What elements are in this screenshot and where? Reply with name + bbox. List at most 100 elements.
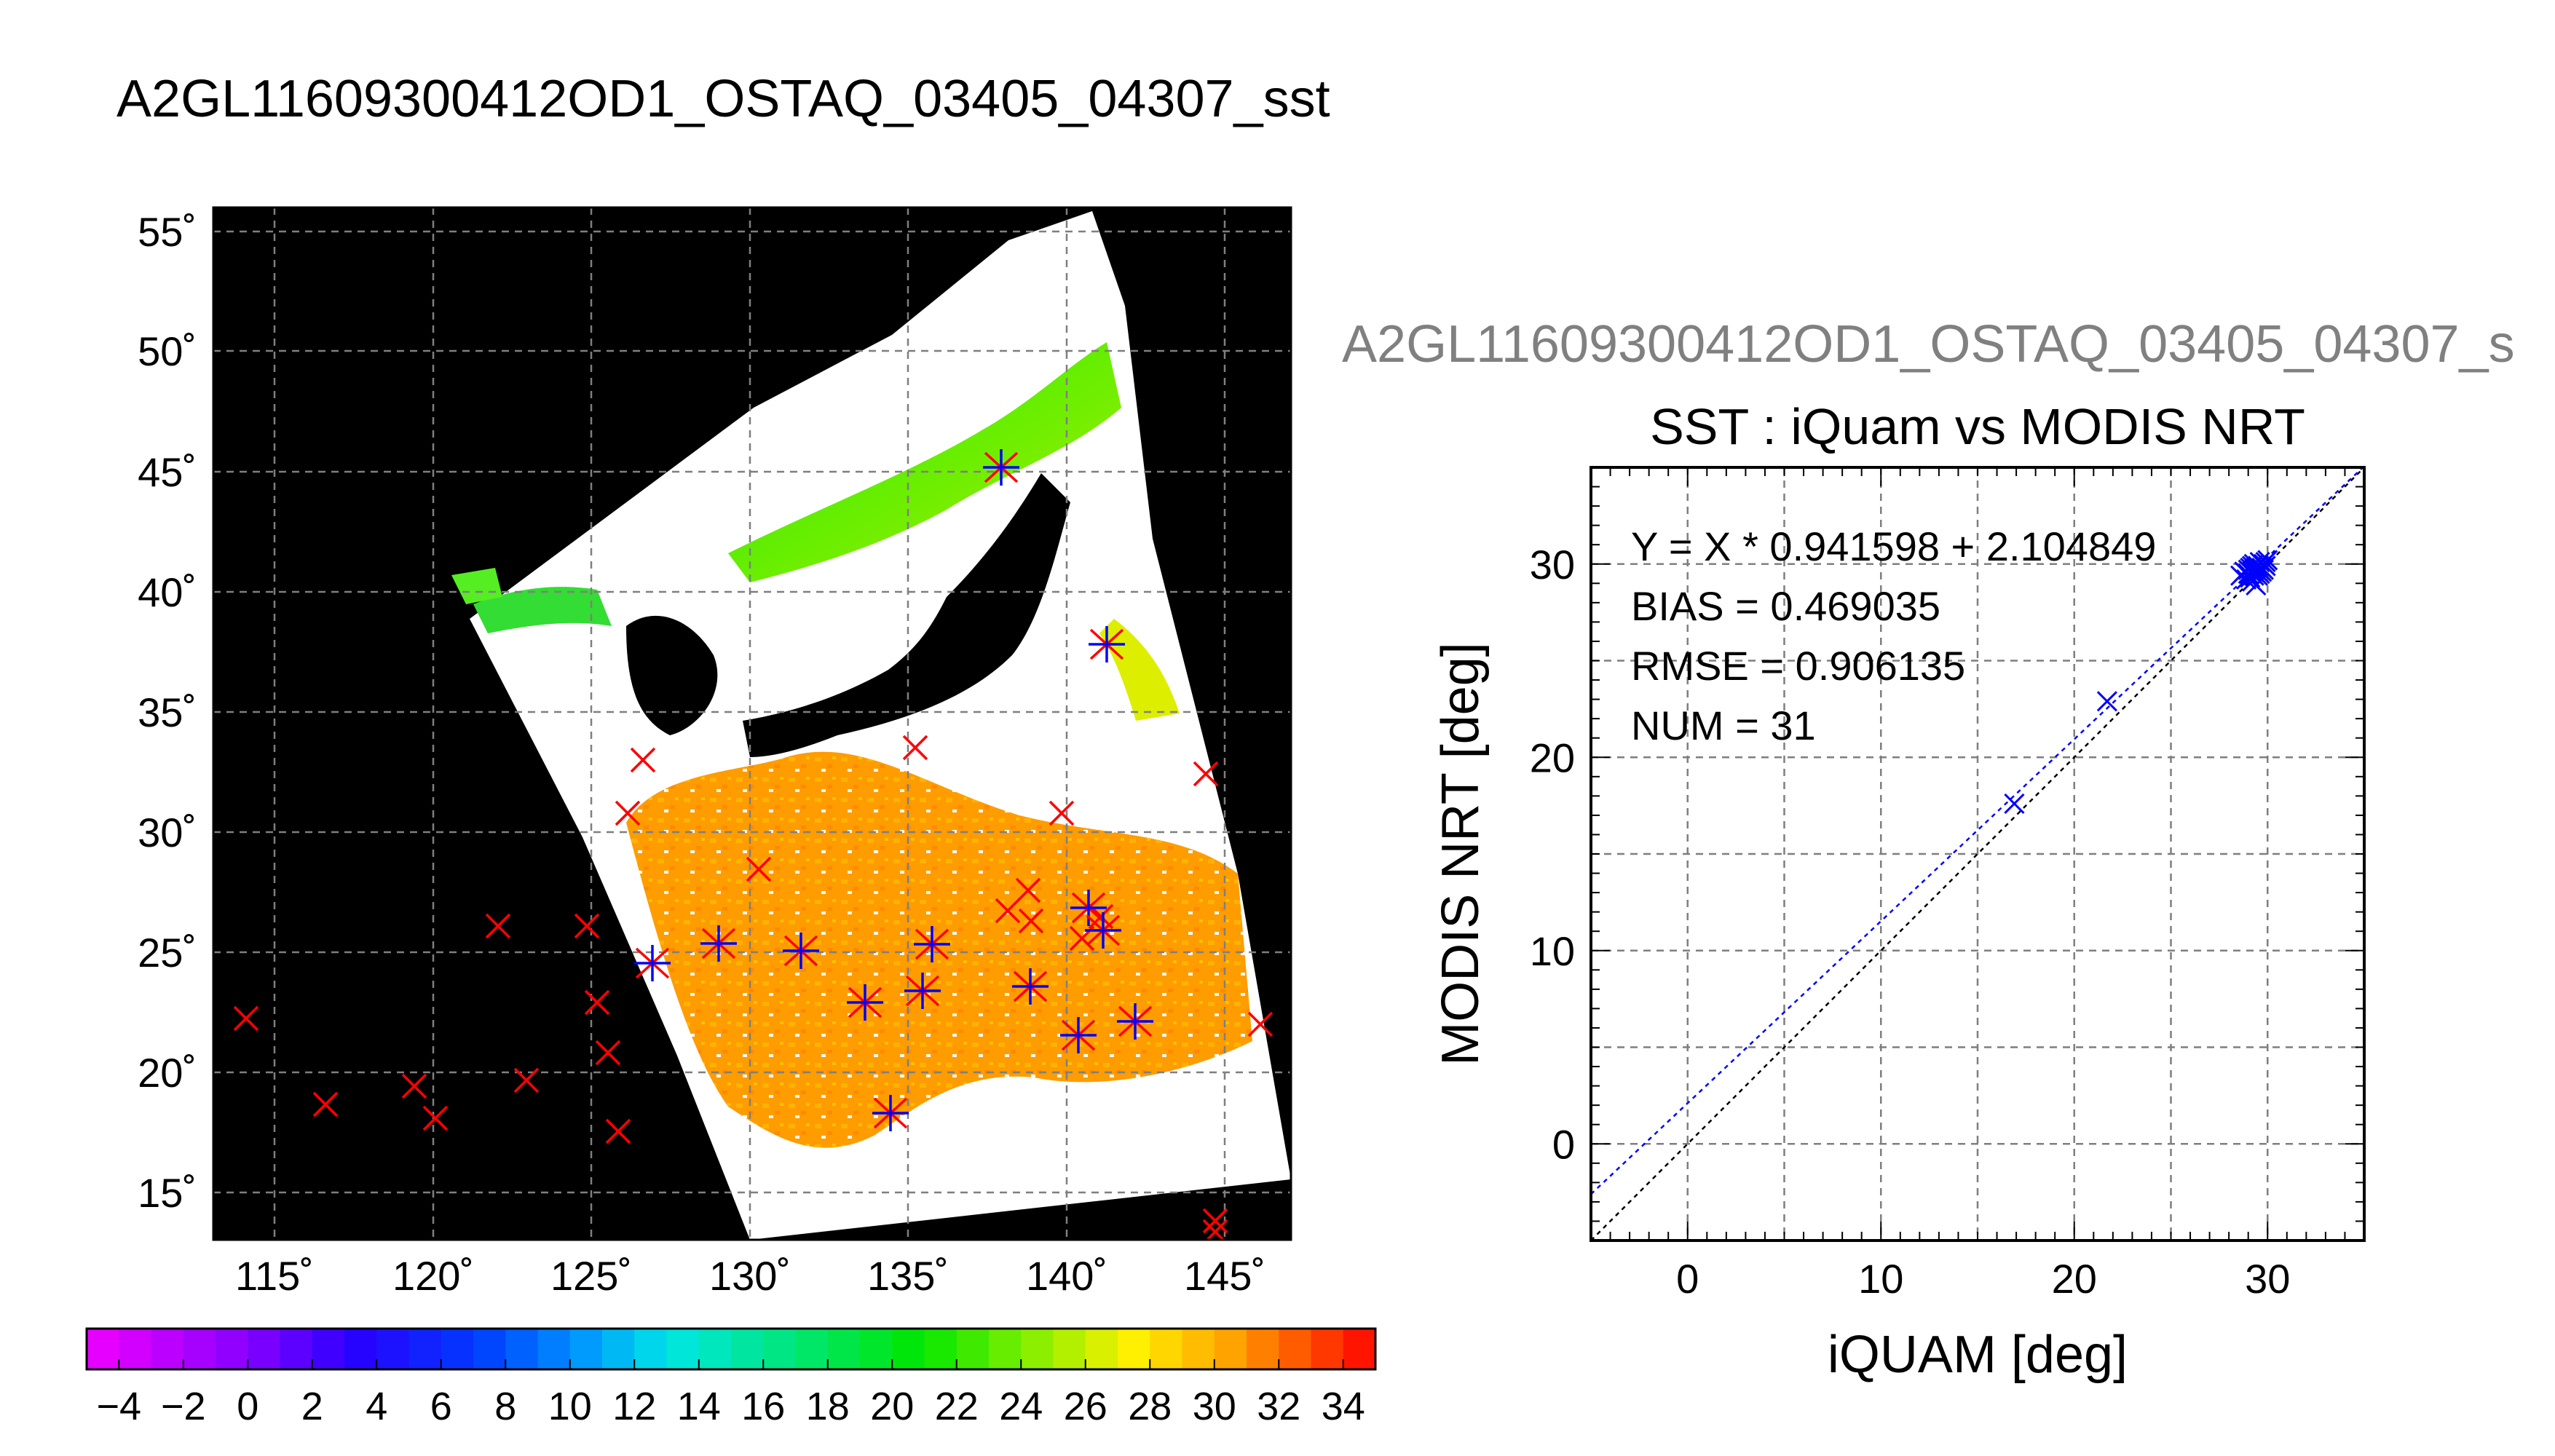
in-situ-marker [746, 856, 772, 882]
colorbar-tick-label: 10 [548, 1385, 592, 1428]
in-situ-marker [485, 913, 511, 939]
y-tick-labels: 0 10 20 30 [1530, 542, 1575, 1168]
colorbar-cell [1343, 1329, 1376, 1369]
num-value: NUM = 31 [1631, 703, 1816, 748]
matchup-marker [983, 449, 1019, 486]
stats-annotations: Y = X * 0.941598 + 2.104849 BIAS = 0.469… [1631, 523, 2156, 748]
scatter-title: SST : iQuam vs MODIS NRT [1650, 398, 2305, 455]
x-tick-label: 20 [2052, 1256, 2097, 1302]
colorbar-cell [634, 1329, 668, 1369]
matchup-marker [847, 984, 883, 1021]
lat-tick-label: 25˚ [138, 930, 197, 976]
lat-tick-label: 30˚ [138, 810, 197, 855]
colorbar-tick-label: 2 [301, 1385, 323, 1428]
colorbar-tick-label: 4 [366, 1385, 387, 1428]
matchup-marker [634, 945, 671, 981]
rmse-value: RMSE = 0.906135 [1631, 643, 1965, 689]
colorbar-cell [1085, 1329, 1118, 1369]
in-situ-marker [902, 735, 928, 761]
scatter-point [2096, 691, 2117, 712]
x-tick-label: 30 [2245, 1256, 2290, 1302]
colorbar-cell [924, 1329, 957, 1369]
regression-equation: Y = X * 0.941598 + 2.104849 [1631, 523, 2156, 569]
in-situ-marker [1015, 877, 1041, 903]
colorbar-cell [1182, 1329, 1215, 1369]
colorbar-tick-label: 24 [999, 1385, 1043, 1428]
colorbar-cell [956, 1329, 990, 1369]
colorbar-cell [569, 1329, 603, 1369]
x-axis-label: iQUAM [deg] [1828, 1326, 2128, 1384]
colorbar-cell [505, 1329, 539, 1369]
in-situ-marker [422, 1105, 449, 1131]
x-tick-label: 10 [1858, 1256, 1903, 1302]
regression-line [1591, 467, 2364, 1195]
matchup-marker [872, 1095, 909, 1131]
lon-tick-label: 145˚ [1184, 1253, 1265, 1299]
colorbar-tick-label: 12 [612, 1385, 656, 1428]
colorbar-cell [892, 1329, 925, 1369]
lat-tick-label: 35˚ [138, 689, 197, 735]
colorbar-cell [441, 1329, 474, 1369]
matchup-marker [700, 925, 737, 962]
x-tick-labels: 0 10 20 30 [1676, 1256, 2290, 1302]
colorbar-cell [731, 1329, 764, 1369]
in-situ-marker [1193, 761, 1219, 787]
colorbar-cell [376, 1329, 410, 1369]
lon-tick-label: 115˚ [235, 1253, 314, 1299]
colorbar-tick-label: −2 [161, 1385, 206, 1428]
in-situ-marker [995, 898, 1021, 924]
matchup-marker [1089, 626, 1125, 662]
scatter-point [2241, 571, 2263, 592]
matchup-marker [1085, 912, 1121, 949]
colorbar-cell [1118, 1329, 1150, 1369]
y-axis-label: MODIS NRT [deg] [1431, 642, 1490, 1066]
colorbar-tick-label: 8 [494, 1385, 516, 1428]
colorbar-cell [763, 1329, 797, 1369]
japan-landmass [743, 473, 1070, 757]
colorbar-tick-label: 26 [1064, 1385, 1107, 1428]
in-situ-markers [233, 735, 1273, 1240]
lat-tick-label: 20˚ [138, 1050, 197, 1096]
bias-value: BIAS = 0.469035 [1631, 583, 1940, 629]
colorbar-cell [827, 1329, 861, 1369]
colorbar-tick-label: 28 [1128, 1385, 1172, 1428]
scatter-points [2004, 550, 2278, 815]
colorbar-cell [1311, 1329, 1344, 1369]
colorbar-labels: −4 −2 0 2 4 6 8 10 12 14 16 18 20 22 24 26 28 30 32 34 [96, 1385, 1365, 1428]
lat-axis: 55˚ 50˚ 45˚ 40˚ 35˚ 30˚ 25˚ 20˚ 15˚ [138, 209, 197, 1216]
lat-tick-label: 45˚ [138, 449, 197, 495]
matchup-marker [1070, 890, 1107, 926]
y-tick-label: 30 [1530, 542, 1575, 587]
figure-title-secondary: A2GL11609300412OD1_OSTAQ_03405_04307_s [1342, 315, 2515, 373]
in-situ-marker [312, 1091, 339, 1117]
matchup-marker [1012, 968, 1049, 1005]
colorbar-cell [602, 1329, 635, 1369]
colorbar-cell [183, 1329, 216, 1369]
colorbar-cell [989, 1329, 1022, 1369]
map-gridlines [213, 207, 1291, 1240]
colorbar-cell [1279, 1329, 1312, 1369]
korea-landmass [626, 615, 718, 735]
matchup-marker [1117, 1003, 1153, 1040]
lat-tick-label: 50˚ [138, 328, 197, 374]
colorbar-cell [1021, 1329, 1054, 1369]
colorbar-cell [1150, 1329, 1183, 1369]
sst-map: 55˚ 50˚ 45˚ 40˚ 35˚ 30˚ 25˚ 20˚ 15˚ 115˚… [138, 206, 1292, 1299]
colorbar-cell [216, 1329, 248, 1369]
sst-green-band [728, 342, 1121, 582]
lon-tick-label: 135˚ [867, 1253, 949, 1299]
colorbar-cell [1053, 1329, 1086, 1369]
colorbar-tick-label: 6 [430, 1385, 452, 1428]
y-tick-label: 10 [1530, 928, 1575, 974]
colorbar-cell [666, 1329, 700, 1369]
colorbar-tick-label: 22 [935, 1385, 979, 1428]
colorbar-cell [151, 1329, 184, 1369]
scatter-point [2257, 550, 2278, 571]
matchup-marker [783, 933, 819, 969]
colorbar-cell [698, 1329, 732, 1369]
in-situ-marker [1018, 908, 1044, 934]
lon-tick-label: 140˚ [1026, 1253, 1107, 1299]
scatter-point [2255, 555, 2276, 577]
colorbar-tick-label: 16 [741, 1385, 785, 1428]
in-situ-marker [1247, 1011, 1273, 1037]
